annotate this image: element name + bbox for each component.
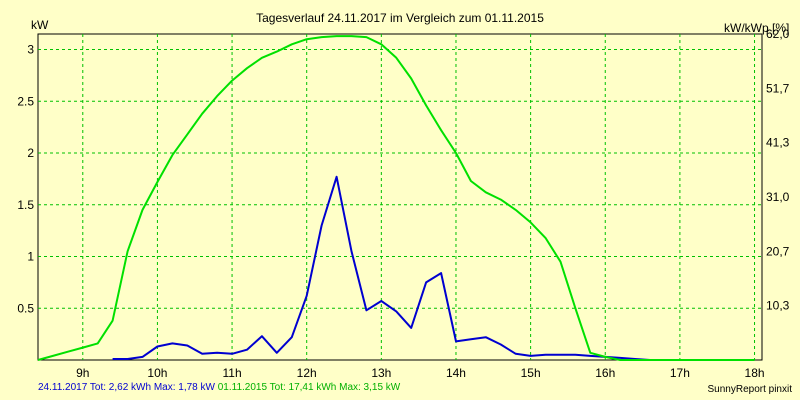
y-tick-label-left: 0.5	[17, 301, 34, 315]
legend-entry-2015: 01.11.2015 Tot: 17,41 kWh Max: 3,15 kW	[214, 382, 401, 393]
x-tick-label: 9h	[76, 366, 89, 380]
legend-entry-2017: 24.11.2017 Tot: 2,62 kWh Max: 1,78 kW	[38, 382, 215, 393]
y-axis-left-unit: kW	[31, 18, 49, 32]
y-tick-label-right: 62,0	[766, 27, 790, 41]
x-tick-label: 13h	[371, 366, 391, 380]
y-axis-right-unit: kW/kWp [%]	[724, 21, 790, 35]
y-tick-label-right: 20,7	[766, 244, 790, 258]
y-tick-label-left: 2.5	[17, 94, 34, 108]
legend-footer: 24.11.2017 Tot: 2,62 kWh Max: 1,78 kW 01…	[38, 382, 400, 393]
x-tick-label: 18h	[745, 366, 765, 380]
plot-area	[37, 33, 763, 361]
y-tick-label-left: 1.5	[17, 198, 34, 212]
y-tick-label-right: 10,3	[766, 299, 790, 313]
series-line-2015	[37, 35, 755, 361]
y-tick-label-left: 2	[27, 146, 34, 160]
x-tick-label: 14h	[446, 366, 466, 380]
y-tick-label-right: 31,0	[766, 190, 790, 204]
x-tick-label: 16h	[595, 366, 615, 380]
x-tick-label: 11h	[222, 366, 241, 380]
x-tick-label: 17h	[670, 366, 690, 380]
y-tick-label-left: 3	[27, 43, 34, 57]
y-tick-label-right: 51,7	[766, 81, 790, 95]
y-tick-label-left: 1	[27, 250, 34, 264]
chart-title: Tagesverlauf 24.11.2017 im Vergleich zum…	[256, 11, 544, 25]
x-tick-label: 10h	[147, 366, 167, 380]
x-tick-label: 12h	[297, 366, 317, 380]
y-tick-label-right: 41,3	[766, 136, 790, 150]
x-tick-label: 15h	[521, 366, 541, 380]
credit-text: SunnyReport pinxit	[707, 384, 793, 395]
